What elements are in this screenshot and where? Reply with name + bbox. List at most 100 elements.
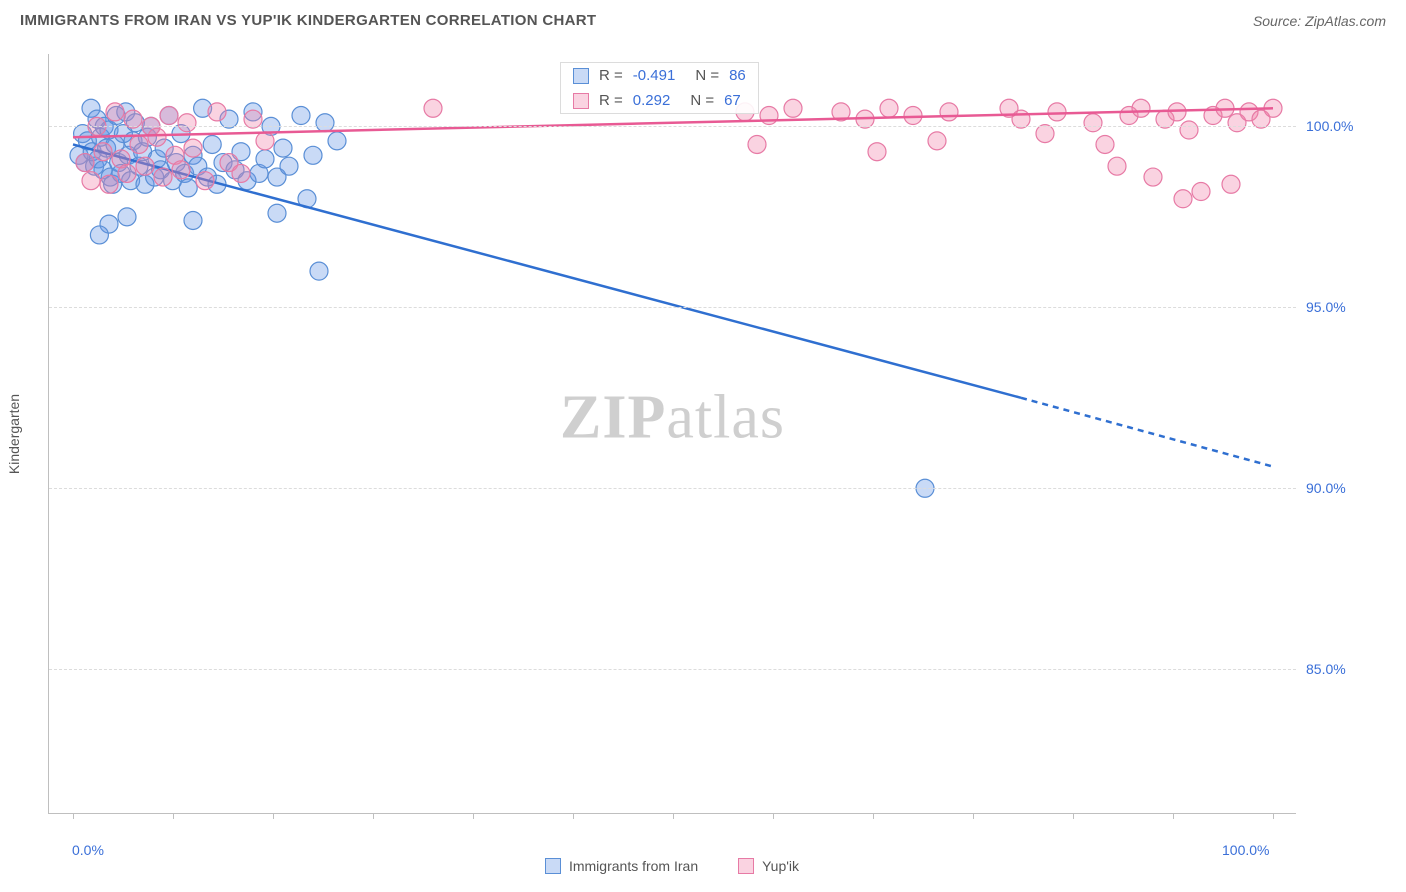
x-tick	[1173, 813, 1174, 819]
legend-item-iran: Immigrants from Iran	[545, 858, 698, 874]
legend-swatch-yupik	[738, 858, 754, 874]
scatter-point-yupik	[82, 172, 100, 190]
stats-n-yupik: 67	[724, 92, 741, 109]
scatter-point-yupik	[130, 135, 148, 153]
scatter-point-iran	[179, 179, 197, 197]
scatter-point-yupik	[160, 107, 178, 125]
scatter-point-yupik	[1048, 103, 1066, 121]
y-tick-label: 95.0%	[1306, 299, 1378, 315]
scatter-point-iran	[268, 204, 286, 222]
chart-title: IMMIGRANTS FROM IRAN VS YUP'IK KINDERGAR…	[20, 12, 596, 29]
stats-r-label: R =	[599, 67, 623, 84]
x-tick	[473, 813, 474, 819]
scatter-point-yupik	[1144, 168, 1162, 186]
x-tick	[873, 813, 874, 819]
scatter-point-iran	[328, 132, 346, 150]
scatter-point-yupik	[148, 128, 166, 146]
stats-row-iran: R = -0.491 N = 86	[561, 63, 758, 88]
stats-row-yupik: R = 0.292 N = 67	[561, 88, 758, 113]
y-tick-label: 90.0%	[1306, 480, 1378, 496]
scatter-point-yupik	[94, 143, 112, 161]
x-tick	[1273, 813, 1274, 819]
stats-n-label-2: N =	[690, 92, 714, 109]
legend-label-iran: Immigrants from Iran	[569, 858, 698, 874]
gridline-h	[49, 307, 1296, 308]
scatter-point-iran	[203, 135, 221, 153]
x-tick	[573, 813, 574, 819]
scatter-point-iran	[292, 107, 310, 125]
scatter-svg	[49, 54, 1297, 814]
scatter-point-yupik	[748, 135, 766, 153]
scatter-point-iran	[316, 114, 334, 132]
scatter-point-yupik	[1192, 183, 1210, 201]
scatter-point-yupik	[178, 114, 196, 132]
scatter-point-iran	[310, 262, 328, 280]
gridline-h	[49, 126, 1296, 127]
scatter-point-yupik	[106, 103, 124, 121]
scatter-point-yupik	[1108, 157, 1126, 175]
legend-bottom: Immigrants from Iran Yup'ik	[48, 858, 1296, 874]
x-tick-label-max: 100.0%	[1222, 842, 1269, 858]
x-tick	[373, 813, 374, 819]
trendline-dashed-iran	[1021, 398, 1273, 467]
scatter-point-iran	[90, 226, 108, 244]
stats-swatch-iran	[573, 68, 589, 84]
plot-area: ZIPatlas 100.0%95.0%90.0%85.0%	[48, 54, 1296, 814]
y-axis-label: Kindergarten	[6, 394, 22, 474]
scatter-point-yupik	[1180, 121, 1198, 139]
legend-label-yupik: Yup'ik	[762, 858, 799, 874]
scatter-point-yupik	[1174, 190, 1192, 208]
x-tick	[73, 813, 74, 819]
scatter-point-yupik	[100, 175, 118, 193]
gridline-h	[49, 488, 1296, 489]
scatter-point-yupik	[940, 103, 958, 121]
scatter-point-yupik	[172, 161, 190, 179]
gridline-h	[49, 669, 1296, 670]
scatter-point-yupik	[136, 157, 154, 175]
scatter-point-iran	[256, 150, 274, 168]
scatter-point-yupik	[208, 103, 226, 121]
x-tick	[773, 813, 774, 819]
scatter-point-yupik	[184, 139, 202, 157]
stats-r-iran: -0.491	[633, 67, 676, 84]
stats-r-label-2: R =	[599, 92, 623, 109]
trendline-iran	[73, 144, 1021, 397]
source-attribution: Source: ZipAtlas.com	[1253, 13, 1386, 29]
scatter-point-yupik	[880, 99, 898, 117]
scatter-point-yupik	[256, 132, 274, 150]
scatter-point-iran	[274, 139, 292, 157]
stats-r-yupik: 0.292	[633, 92, 671, 109]
x-tick	[973, 813, 974, 819]
scatter-point-yupik	[1084, 114, 1102, 132]
scatter-point-iran	[118, 208, 136, 226]
x-tick	[273, 813, 274, 819]
scatter-point-yupik	[868, 143, 886, 161]
stats-swatch-yupik	[573, 93, 589, 109]
scatter-point-iran	[280, 157, 298, 175]
scatter-point-yupik	[928, 132, 946, 150]
x-tick	[673, 813, 674, 819]
legend-item-yupik: Yup'ik	[738, 858, 799, 874]
legend-swatch-iran	[545, 858, 561, 874]
scatter-point-yupik	[904, 107, 922, 125]
y-tick-label: 100.0%	[1306, 118, 1378, 134]
scatter-point-yupik	[196, 172, 214, 190]
scatter-point-yupik	[154, 168, 172, 186]
title-bar: IMMIGRANTS FROM IRAN VS YUP'IK KINDERGAR…	[0, 0, 1406, 37]
x-tick	[1073, 813, 1074, 819]
scatter-point-yupik	[76, 154, 94, 172]
scatter-point-yupik	[118, 164, 136, 182]
scatter-point-yupik	[1132, 99, 1150, 117]
stats-n-label: N =	[695, 67, 719, 84]
stats-box: R = -0.491 N = 86 R = 0.292 N = 67	[560, 62, 759, 114]
scatter-point-yupik	[232, 164, 250, 182]
stats-n-iran: 86	[729, 67, 746, 84]
plot-wrap: Kindergarten ZIPatlas 100.0%95.0%90.0%85…	[48, 54, 1386, 814]
scatter-point-iran	[184, 211, 202, 229]
x-tick	[173, 813, 174, 819]
scatter-point-yupik	[424, 99, 442, 117]
scatter-point-yupik	[1222, 175, 1240, 193]
scatter-point-iran	[304, 146, 322, 164]
scatter-point-yupik	[784, 99, 802, 117]
x-tick-label-min: 0.0%	[72, 842, 104, 858]
